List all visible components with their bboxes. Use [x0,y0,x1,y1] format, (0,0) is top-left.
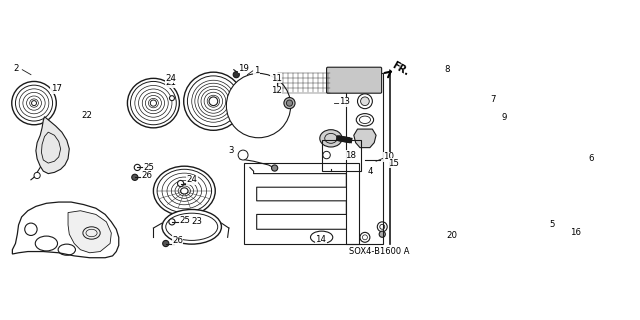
Circle shape [360,232,370,242]
Text: 19: 19 [238,64,249,73]
Circle shape [379,231,385,237]
Text: 15: 15 [388,159,399,168]
Ellipse shape [127,78,179,128]
Ellipse shape [12,82,56,125]
Ellipse shape [184,72,243,130]
Text: 3: 3 [229,146,234,155]
Text: 24: 24 [166,74,177,83]
Text: SOX4-B1600 A: SOX4-B1600 A [349,247,410,256]
Text: 21: 21 [166,78,177,87]
Polygon shape [12,202,119,258]
Circle shape [177,180,184,187]
Text: 5: 5 [549,220,555,229]
Polygon shape [36,117,69,174]
Text: 20: 20 [447,231,458,240]
Ellipse shape [154,166,215,216]
Circle shape [34,172,40,179]
FancyBboxPatch shape [326,67,381,93]
Circle shape [360,97,369,106]
Circle shape [286,100,292,106]
Bar [244,163,359,244]
Text: 16: 16 [570,228,581,237]
Bar [323,140,360,171]
Circle shape [134,164,140,171]
Text: 10: 10 [383,152,394,161]
Text: 11: 11 [271,74,282,83]
Text: 7: 7 [490,95,495,104]
Ellipse shape [180,188,188,194]
Circle shape [238,150,248,160]
Polygon shape [68,211,111,253]
Circle shape [358,94,372,109]
Text: 26: 26 [172,236,183,245]
Text: 24: 24 [187,175,198,184]
Text: 23: 23 [192,217,203,226]
Text: 1: 1 [253,66,259,75]
Circle shape [132,174,138,180]
Text: 12: 12 [271,86,282,95]
Circle shape [170,96,175,100]
Text: 9: 9 [501,113,506,123]
Text: 2: 2 [13,64,19,73]
Ellipse shape [227,73,291,138]
Text: 13: 13 [339,97,350,106]
Ellipse shape [310,231,333,244]
Polygon shape [354,129,376,148]
Ellipse shape [320,130,342,147]
Text: 8: 8 [444,65,450,74]
Ellipse shape [162,210,221,244]
Text: 22: 22 [82,111,93,120]
Bar [346,73,383,244]
Circle shape [323,151,330,159]
Circle shape [31,100,36,106]
Text: 14: 14 [316,235,326,244]
Circle shape [163,240,169,247]
Text: 25: 25 [179,216,190,225]
Circle shape [378,222,387,232]
Circle shape [284,98,295,109]
Ellipse shape [356,114,374,126]
Text: 26: 26 [141,171,152,180]
Ellipse shape [209,97,218,106]
Circle shape [233,72,239,78]
Circle shape [169,219,175,225]
Ellipse shape [150,100,157,106]
Text: 17: 17 [51,84,61,93]
Text: 18: 18 [345,150,356,160]
Text: 25: 25 [143,163,154,172]
Text: 6: 6 [589,154,595,163]
Circle shape [380,224,385,229]
Text: FR.: FR. [390,60,410,77]
Text: 4: 4 [368,167,374,176]
Circle shape [271,165,278,171]
